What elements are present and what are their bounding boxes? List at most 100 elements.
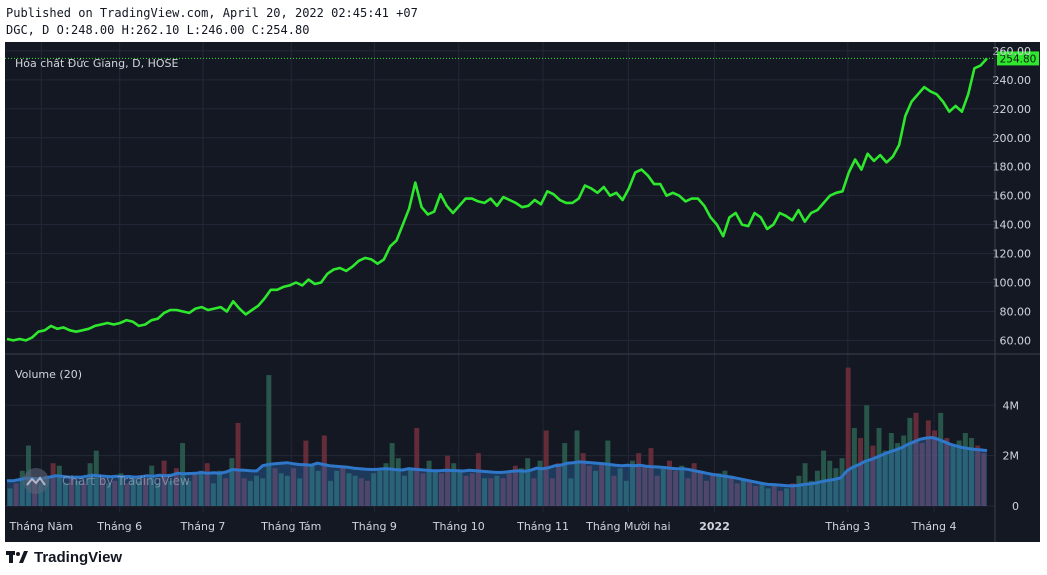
footer-logo[interactable]: TradingView <box>6 547 122 567</box>
volume-bar <box>309 465 315 506</box>
volume-bar <box>882 450 888 506</box>
volume-bar <box>106 483 112 506</box>
volume-bar <box>389 443 395 506</box>
volume-bar <box>297 478 303 506</box>
volume-bar <box>19 470 25 506</box>
volume-bar <box>260 478 266 506</box>
volume-bar <box>938 412 944 506</box>
volume-bar <box>703 480 709 506</box>
volume-bar <box>56 465 62 506</box>
volume-bar <box>457 470 463 506</box>
volume-bar <box>919 443 925 506</box>
volume-bar <box>901 435 907 506</box>
price-tick-label: 60.00 <box>1000 334 1032 347</box>
chart-frame[interactable]: 254.80 60.00 80.00 100.00 120.00 140.00 160.0… <box>5 42 1040 542</box>
price-tick-label: 80.00 <box>1000 305 1032 318</box>
volume-bar <box>950 445 956 506</box>
volume-bar <box>401 475 407 506</box>
volume-bar <box>556 463 562 506</box>
volume-bar <box>395 458 401 506</box>
volume-bar <box>494 475 500 506</box>
tradingview-logo-icon <box>6 551 28 563</box>
price-tick-label: 240.00 <box>993 74 1032 87</box>
volume-bar <box>241 478 247 506</box>
volume-bar <box>728 475 734 506</box>
volume-title: Volume (20) <box>15 368 82 381</box>
volume-bar <box>944 438 950 506</box>
volume-bar <box>445 455 451 506</box>
volume-bar <box>266 375 272 506</box>
price-tick-label: 100.00 <box>993 277 1032 290</box>
volume-bar <box>217 470 223 506</box>
chart-svg[interactable]: 254.80 60.00 80.00 100.00 120.00 140.00 160.0… <box>5 42 1040 542</box>
volume-bar <box>204 463 210 506</box>
x-tick-label: 2022 <box>699 520 730 533</box>
volume-bar <box>161 460 167 506</box>
volume-bar <box>278 473 284 506</box>
volume-bar <box>586 465 592 506</box>
volume-bar <box>475 453 481 506</box>
volume-bar <box>75 480 81 506</box>
volume-bar <box>876 427 882 506</box>
x-tick-label: Tháng Tám <box>260 520 321 533</box>
volume-bar <box>981 453 987 506</box>
volume-tick-label: 0 <box>1012 500 1019 513</box>
volume-bar <box>913 412 919 506</box>
volume-bar <box>93 450 99 506</box>
volume-bar <box>568 478 574 506</box>
volume-bar <box>149 465 155 506</box>
volume-bar <box>44 475 50 506</box>
volume-bar <box>765 488 771 506</box>
volume-bar <box>814 470 820 506</box>
volume-bar <box>932 430 937 506</box>
volume-bar <box>155 483 161 506</box>
x-tick-label: Tháng 3 <box>824 520 870 533</box>
ohlc-line: DGC, D O:248.00 H:262.10 L:246.00 C:254.… <box>6 23 310 37</box>
volume-bar <box>488 478 494 506</box>
volume-bar <box>740 478 746 506</box>
volume-bar <box>907 417 913 506</box>
volume-bar <box>975 445 981 506</box>
volume-bar <box>352 475 358 506</box>
volume-bar <box>500 478 506 506</box>
volume-bar <box>463 475 469 506</box>
volume-bar <box>722 470 728 506</box>
volume-bar <box>654 475 660 506</box>
volume-bar <box>284 475 290 506</box>
volume-bar <box>710 473 716 506</box>
volume-bar <box>87 463 93 506</box>
volume-bar <box>315 470 321 506</box>
volume-bar <box>895 443 901 506</box>
volume-ma <box>7 435 988 506</box>
volume-bar <box>247 480 253 506</box>
price-tick-label: 180.00 <box>993 161 1032 174</box>
x-tick-label: Tháng 7 <box>180 520 226 533</box>
volume-bar <box>519 468 525 506</box>
price-tick-label: 120.00 <box>993 248 1032 261</box>
price-series: 254.80 <box>5 51 1039 342</box>
volume-bar <box>734 483 740 506</box>
x-tick-label: Tháng 11 <box>516 520 569 533</box>
volume-bar <box>839 458 845 506</box>
volume-ma-area <box>7 437 987 506</box>
volume-bar <box>679 465 685 506</box>
volume-tick-label: 4M <box>1003 399 1020 412</box>
volume-bar <box>562 443 568 506</box>
volume-tick-label: 2M <box>1003 450 1020 463</box>
volume-bar <box>99 478 105 506</box>
axis-labels: 60.00 80.00 100.00 120.00 140.00 160.00 180.00… <box>9 45 1031 533</box>
volume-bar <box>124 483 130 506</box>
x-tick-label: Tháng Năm <box>9 520 74 533</box>
volume-bar <box>605 440 611 506</box>
volume-bar <box>371 473 377 506</box>
volume-bar <box>864 405 870 506</box>
x-tick-label: Tháng 9 <box>351 520 397 533</box>
volume-bar <box>574 430 580 506</box>
volume-bar <box>303 440 309 506</box>
volume-bar <box>716 473 722 506</box>
x-tick-label: Tháng Mười hai <box>585 520 670 533</box>
price-tick-label: 260.00 <box>993 45 1032 58</box>
volume-bar <box>870 445 876 506</box>
volume-bar <box>599 463 605 506</box>
volume-bars <box>7 367 987 506</box>
